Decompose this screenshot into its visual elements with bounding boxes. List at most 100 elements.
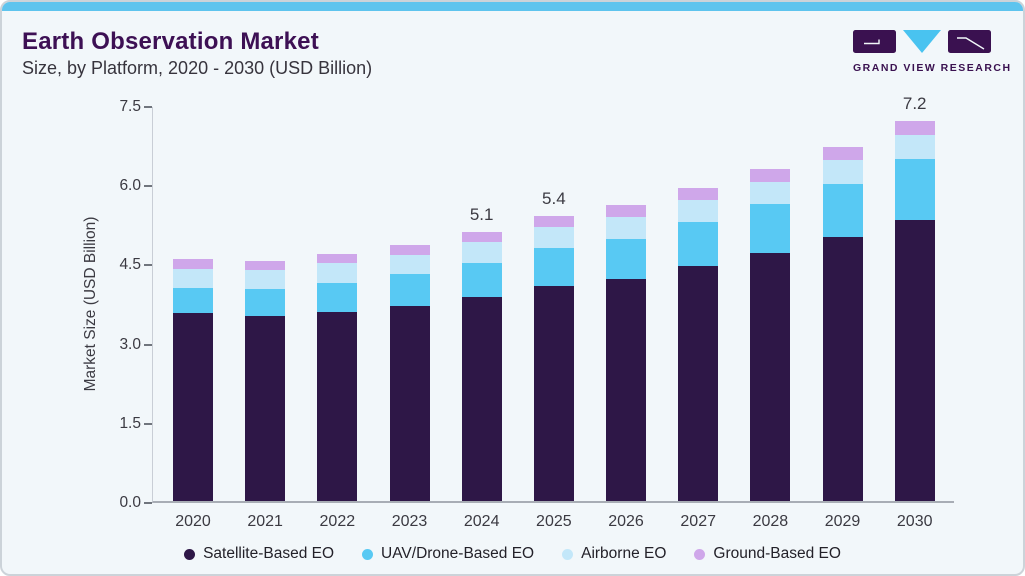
bar-segment	[678, 266, 719, 501]
bar-segment	[606, 278, 647, 501]
bar-segment	[173, 288, 213, 314]
y-tick-label: 1.5	[119, 414, 141, 432]
bar-segment	[389, 245, 430, 255]
legend-swatch-icon	[184, 548, 196, 560]
gvr-logo-icon	[853, 30, 991, 53]
bar-segment	[894, 159, 935, 220]
page-subtitle: Size, by Platform, 2020 - 2030 (USD Bill…	[22, 58, 373, 78]
bar-segment	[894, 120, 935, 136]
bar-segment	[173, 313, 213, 501]
bar-segment	[317, 311, 358, 501]
x-tick-label: 2024	[463, 513, 500, 530]
y-tick-mark	[144, 422, 152, 425]
bar-segment	[173, 259, 213, 269]
x-tick-label: 2028	[752, 513, 789, 530]
chart-legend: Satellite-Based EO UAV/Drone-Based EO Airb…	[2, 545, 1023, 563]
page-title: Earth Observation Market	[22, 28, 319, 55]
bar-segment	[245, 260, 286, 271]
y-tick-mark	[144, 502, 152, 504]
bar-value-label: 7.2	[902, 93, 927, 113]
bar-segment	[533, 215, 574, 227]
bar-value-label: 5.4	[542, 188, 566, 208]
x-tick-label: 2025	[536, 513, 572, 530]
bar-segment	[750, 182, 791, 204]
bar-segment	[822, 237, 863, 501]
y-tick-label: 6.0	[119, 177, 141, 195]
bar-segment	[894, 135, 935, 160]
legend-label: Airborne EO	[581, 545, 667, 562]
y-tick-label: 0.0	[119, 494, 141, 511]
bar-segment	[317, 263, 358, 283]
y-tick-mark	[144, 106, 152, 108]
bar-segment	[461, 231, 502, 242]
bar-2022	[317, 253, 358, 501]
legend-swatch-icon	[362, 548, 374, 560]
bar-segment	[750, 203, 791, 253]
y-tick-label: 4.5	[119, 256, 141, 274]
legend-item: Airborne EO	[562, 545, 666, 563]
bar-2025	[533, 215, 574, 501]
bar-segment	[245, 316, 286, 501]
bar-segment	[606, 216, 647, 239]
y-tick-label: 7.5	[119, 98, 141, 115]
x-tick-label: 2022	[319, 513, 356, 530]
bar-segment	[678, 200, 719, 223]
bar-segment	[461, 241, 502, 263]
x-tick-label: 2026	[608, 513, 644, 530]
y-tick-mark	[144, 185, 152, 188]
bar-segment	[245, 288, 286, 317]
bar-segment	[606, 238, 647, 279]
bar-segment	[750, 252, 791, 501]
bar-segment	[461, 296, 502, 501]
bar-2029	[822, 147, 863, 501]
bar-2028	[750, 169, 791, 501]
bar-segment	[606, 205, 647, 217]
bar-segment	[822, 183, 863, 237]
legend-swatch-icon	[694, 548, 706, 560]
bar-segment	[533, 226, 574, 248]
bar-segment	[822, 147, 863, 161]
legend-item: Satellite-Based EO	[184, 545, 334, 563]
top-accent-bar	[2, 2, 1023, 11]
bar-segment	[750, 169, 791, 183]
x-tick-label: 2023	[391, 513, 428, 530]
bar-segment	[678, 222, 719, 267]
bar-segment	[822, 160, 863, 184]
bar-segment	[678, 187, 719, 201]
x-tick-label: 2029	[824, 513, 861, 530]
y-tick-mark	[144, 264, 152, 267]
legend-item: UAV/Drone-Based EO	[362, 545, 534, 563]
bar-segment	[894, 219, 935, 501]
legend-label: Ground-Based EO	[713, 545, 841, 562]
bar-segment	[389, 305, 430, 501]
bar-2021	[245, 260, 286, 501]
bar-segment	[245, 270, 286, 289]
bar-segment	[461, 262, 502, 297]
x-tick-label: 2027	[680, 513, 716, 530]
bar-value-label: 5.1	[469, 204, 494, 224]
x-tick-label: 2021	[247, 513, 283, 530]
bar-segment	[389, 254, 430, 274]
bar-segment	[317, 253, 358, 264]
bar-segment	[317, 282, 358, 312]
bar-2026	[606, 205, 647, 501]
y-tick-mark	[144, 343, 152, 346]
legend-swatch-icon	[562, 548, 574, 560]
legend-label: UAV/Drone-Based EO	[381, 545, 535, 562]
bar-2030	[894, 120, 935, 501]
y-tick-label: 3.0	[119, 335, 141, 353]
bar-segment	[533, 285, 574, 501]
bar-2024	[461, 231, 502, 501]
bar-segment	[173, 268, 213, 289]
bar-segment	[533, 247, 574, 286]
bar-2023	[389, 245, 430, 501]
plot-area: Market Size (USD Billion) 0.0 1.5 3.0 4.5 6.…	[82, 94, 954, 530]
logo-wordmark: GRAND VIEW RESEARCH	[853, 62, 1012, 74]
bar-2027	[678, 187, 719, 501]
bar-segment	[389, 273, 430, 306]
y-axis-title: Market Size (USD Billion)	[82, 216, 99, 392]
legend-label: Satellite-Based EO	[203, 545, 335, 562]
x-tick-label: 2030	[896, 513, 933, 530]
grand-view-research-logo: GRAND VIEW RESEARCH	[853, 30, 1012, 74]
